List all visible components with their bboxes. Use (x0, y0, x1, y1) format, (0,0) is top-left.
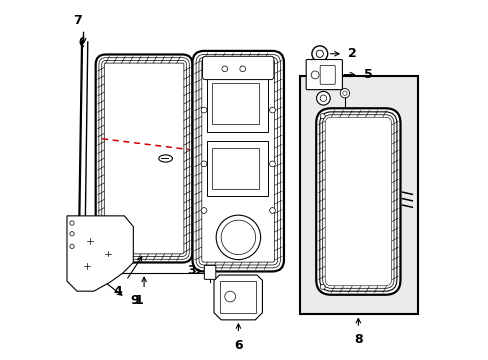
FancyBboxPatch shape (305, 59, 342, 90)
Circle shape (269, 107, 275, 113)
FancyBboxPatch shape (316, 108, 400, 295)
Text: 8: 8 (353, 333, 362, 346)
Bar (212, 148, 258, 189)
Circle shape (239, 66, 245, 72)
FancyBboxPatch shape (204, 265, 215, 279)
Polygon shape (67, 216, 133, 291)
Circle shape (316, 91, 329, 105)
Bar (300, 76, 418, 315)
Text: 4: 4 (113, 285, 122, 298)
Text: 7: 7 (73, 14, 81, 27)
Circle shape (311, 46, 327, 62)
Circle shape (269, 161, 275, 167)
Bar (206, 76, 267, 132)
Polygon shape (214, 275, 262, 320)
FancyBboxPatch shape (96, 54, 192, 262)
Circle shape (222, 66, 227, 72)
Circle shape (201, 107, 206, 113)
Text: 9: 9 (131, 294, 139, 307)
Bar (212, 83, 258, 125)
Ellipse shape (159, 155, 172, 162)
Circle shape (320, 114, 325, 119)
Circle shape (216, 215, 260, 260)
Circle shape (201, 161, 206, 167)
Text: 1: 1 (134, 294, 143, 307)
Text: 5: 5 (363, 68, 371, 81)
Bar (206, 140, 267, 196)
FancyBboxPatch shape (192, 51, 284, 271)
Circle shape (340, 89, 349, 98)
Bar (220, 282, 255, 314)
Circle shape (320, 284, 325, 289)
Text: 6: 6 (234, 338, 242, 351)
Text: 2: 2 (347, 47, 356, 60)
Circle shape (201, 208, 206, 213)
FancyBboxPatch shape (202, 56, 273, 80)
Circle shape (269, 208, 275, 213)
Text: 3: 3 (187, 264, 195, 277)
